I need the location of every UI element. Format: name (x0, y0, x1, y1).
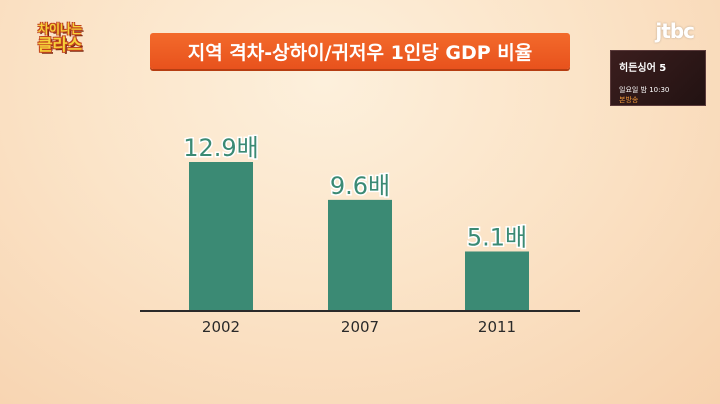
show-logo-line1: 차이나는 (37, 22, 83, 36)
promo-box: 히든싱어 5 일요일 밤 10:30 본방송 (610, 50, 706, 106)
show-logo-line2: 클라스 (37, 35, 83, 54)
promo-title: 히든싱어 5 (619, 63, 667, 74)
labels-layer: 12.9배 2002 9.6배 2007 5.1배 2011 (182, 133, 529, 337)
value-label-2011: 5.1배 (467, 223, 527, 251)
bar-2002 (189, 162, 253, 310)
category-label-2002: 2002 (202, 318, 240, 336)
broadcaster-logo: jtbc (655, 19, 695, 43)
value-label-2007: 9.6배 (330, 172, 390, 200)
category-label-2011: 2011 (478, 318, 516, 336)
chart-title-banner: 지역 격차-상하이/귀저우 1인당 GDP 비율 (150, 33, 570, 69)
chart-title: 지역 격차-상하이/귀저우 1인당 GDP 비율 (187, 41, 533, 64)
promo-air-label: 본방송 (619, 96, 639, 104)
show-logo: 차이나는 클라스 (28, 22, 92, 54)
category-label-2007: 2007 (341, 318, 379, 336)
bar-2011 (465, 251, 529, 310)
bars-layer (189, 162, 529, 310)
bar-2007 (328, 199, 392, 310)
promo-time: 일요일 밤 10:30 (619, 86, 670, 94)
value-label-2002: 12.9배 (183, 134, 259, 162)
